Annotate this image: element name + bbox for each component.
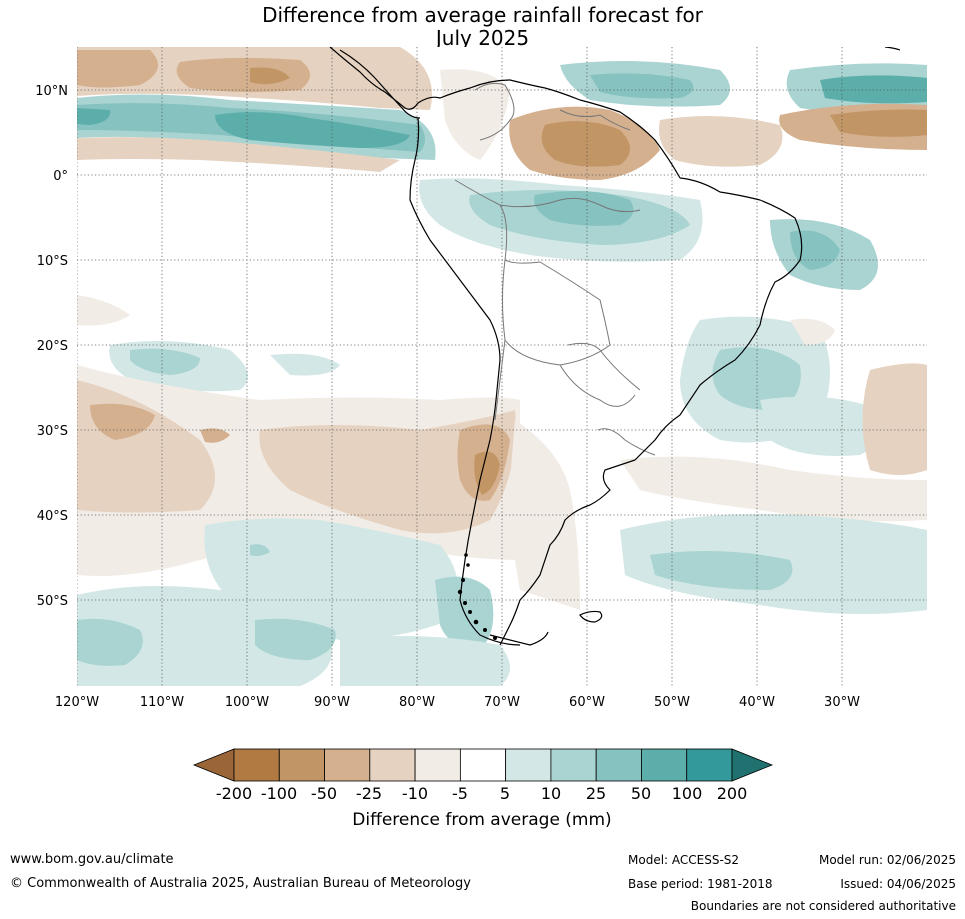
footer-disclaimer: Boundaries are not considered authoritat… (690, 899, 956, 913)
colorbar-tick: 25 (586, 784, 606, 803)
dry-pacific-sw (90, 403, 155, 440)
lon-label: 90°W (314, 695, 350, 710)
wet-atlantic-north-core (590, 73, 694, 99)
lon-label: 60°W (569, 695, 605, 710)
wet-pacific-small (270, 353, 340, 376)
fjord-islands (457, 553, 497, 640)
dry-atlantic-south-b (620, 456, 927, 522)
dry-pacific-small (200, 428, 230, 443)
colorbar-swatch (459, 748, 507, 782)
colorbar-tick: 200 (717, 784, 748, 803)
wet-drake (340, 636, 510, 686)
colorbar-swatch (550, 748, 597, 782)
lon-label: 40°W (739, 695, 775, 710)
colorbar-swatch (505, 748, 552, 782)
colorbar-tick: -50 (311, 784, 337, 803)
colorbar-arrow-right (731, 748, 774, 782)
wet-atlantic-ne-core (820, 75, 927, 104)
map-title: Difference from average rainfall forecas… (0, 4, 965, 50)
colorbar-swatch (233, 748, 280, 782)
dry-band-north-core (77, 50, 158, 88)
wet-pacific-subtropic-core (130, 348, 200, 375)
wet-southwest (77, 586, 332, 686)
dry-patch-north-b (250, 67, 290, 85)
colorbar-tick: 5 (500, 784, 510, 803)
wet-band-west (77, 108, 111, 125)
dry-atlantic-south (862, 363, 927, 475)
dry-pacific-chile-max (474, 451, 500, 495)
colorbar: -200 -100 -50 -25 -10 -5 5 10 25 50 100 … (192, 748, 774, 830)
colorbar-tick: -100 (261, 784, 297, 803)
lon-label: 120°W (55, 695, 99, 710)
colorbar-tick: -200 (216, 784, 252, 803)
wet-band-itcz-max (215, 112, 410, 148)
dry-atlantic-mid (659, 116, 783, 167)
colorbar-tick: 50 (631, 784, 651, 803)
dry-atlantic-east-core (830, 109, 927, 137)
lon-label: 30°W (824, 695, 860, 710)
colorbar-swatch (324, 748, 371, 782)
footer-model-run: Model run: 02/06/2025 (818, 853, 956, 867)
colorbar-boxes (192, 748, 774, 782)
country-borders (454, 82, 656, 456)
lon-label: 110°W (140, 695, 184, 710)
dry-pacific-chile (259, 410, 516, 534)
lat-label: 40°S (37, 509, 68, 524)
wet-ne-brazil-core (790, 230, 840, 270)
colorbar-tick: -10 (402, 784, 428, 803)
dry-venezuela-core (541, 121, 630, 167)
map-area (77, 47, 927, 686)
lon-labels: 120°W 110°W 100°W 90°W 80°W 70°W 60°W 50… (55, 695, 860, 710)
lon-label: 80°W (399, 695, 435, 710)
wet-amazon-max (534, 191, 634, 226)
lat-label: 10°S (37, 254, 68, 269)
coastlines (329, 47, 901, 646)
footer-model: Model: ACCESS-S2 (628, 853, 740, 867)
lon-label: 50°W (654, 695, 690, 710)
colorbar-swatch (414, 748, 461, 782)
colorbar-label: Difference from average (mm) (352, 810, 611, 830)
colorbar-swatch (686, 748, 733, 782)
colorbar-swatch (641, 748, 688, 782)
graticule (77, 47, 927, 686)
wet-southwest-core (77, 618, 143, 666)
footer-website[interactable]: www.bom.gov.au/climate (10, 852, 174, 867)
lat-labels: 10°N 0° 10°S 20°S 30°S 40°S 50°S (35, 84, 68, 609)
lat-label: 20°S (37, 339, 68, 354)
dry-pacific-east (77, 295, 130, 326)
wet-southwest-core-b (255, 618, 336, 660)
lat-label: 0° (53, 169, 68, 184)
colorbar-swatch (278, 748, 325, 782)
colorbar-swatch (369, 748, 416, 782)
colorbar-swatch (595, 748, 642, 782)
colorbar-tick: -5 (452, 784, 468, 803)
lat-label: 10°N (35, 84, 68, 99)
colorbar-arrow-left (192, 748, 235, 782)
colorbar-tick: 10 (541, 784, 561, 803)
lat-label: 50°S (37, 594, 68, 609)
wet-small-b (388, 572, 412, 586)
wet-small-a (250, 544, 270, 556)
lon-label: 100°W (225, 695, 269, 710)
lon-label: 70°W (484, 695, 520, 710)
lat-label: 30°S (37, 424, 68, 439)
footer-base-period: Base period: 1981-2018 (628, 877, 773, 891)
footer-copyright: © Commonwealth of Australia 2025, Austra… (10, 876, 471, 891)
dry-patch-north (176, 57, 310, 93)
title-line-1: Difference from average rainfall forecas… (262, 3, 703, 27)
dry-band-south-itcz (77, 137, 400, 172)
title-line-2: July 2025 (435, 26, 530, 50)
colorbar-tick: 100 (672, 784, 703, 803)
colorbar-tick: -25 (356, 784, 382, 803)
footer-issued: Issued: 04/06/2025 (840, 877, 956, 891)
wet-atlantic-mid (760, 396, 883, 456)
dry-atlantic-east-b (790, 318, 835, 345)
